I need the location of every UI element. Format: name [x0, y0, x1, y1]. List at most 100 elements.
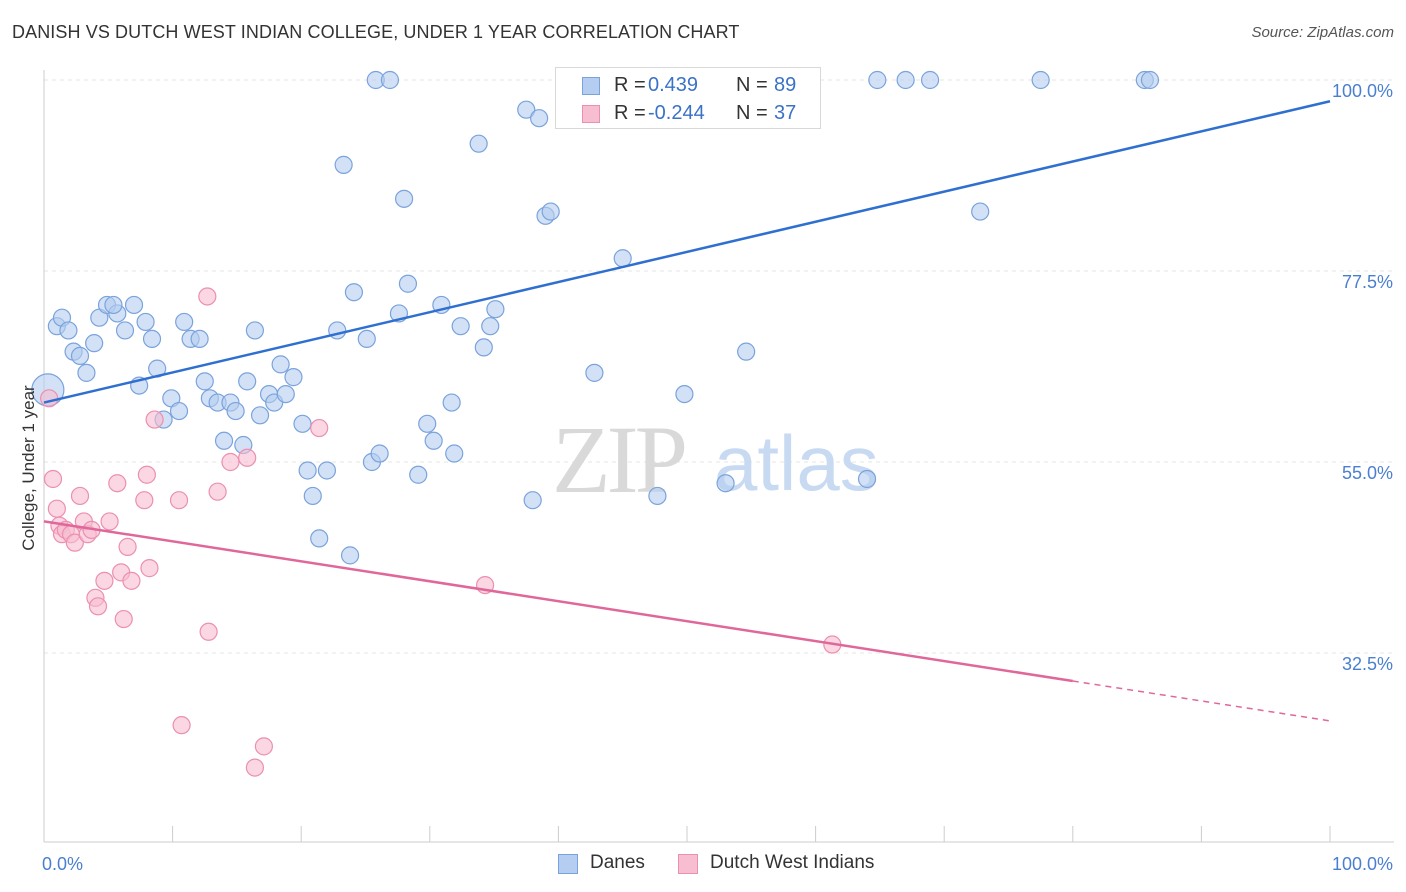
- x-tick-label-1: 100.0%: [1332, 854, 1393, 874]
- n-label: N =: [736, 74, 768, 96]
- source-label: Source: ZipAtlas.com: [1251, 24, 1394, 41]
- danes-point: [737, 342, 756, 361]
- danes-point: [523, 491, 542, 510]
- dwi-swatch: [582, 105, 600, 123]
- gridlines: [44, 79, 1394, 654]
- n-label: N =: [736, 102, 768, 124]
- danes-point: [648, 486, 667, 506]
- y-tick-label-1: 55.0%: [1342, 463, 1393, 483]
- dwi-point: [172, 716, 191, 735]
- danes-point: [238, 372, 257, 391]
- danes-point: [104, 295, 123, 315]
- danes-point: [469, 134, 488, 153]
- danes-points: [31, 70, 1160, 565]
- danes-point: [357, 329, 376, 349]
- danes-point: [481, 317, 500, 336]
- danes-point: [530, 109, 549, 128]
- danes-point: [451, 317, 470, 336]
- danes-point: [442, 393, 461, 412]
- danes-point: [317, 461, 337, 480]
- danes-point: [585, 363, 604, 382]
- tick-labels: 32.5% 55.0% 77.5% 100.0% 0.0% 100.0%: [42, 81, 1393, 874]
- danes-point: [340, 546, 360, 565]
- danes-point: [276, 384, 295, 404]
- danes-point: [195, 372, 214, 391]
- danes-point: [344, 283, 364, 302]
- dwi-point: [65, 533, 84, 552]
- danes-point: [857, 469, 877, 489]
- danes-r-value: 0.439: [648, 74, 699, 96]
- y-tick-label-0: 32.5%: [1342, 654, 1393, 674]
- danes-point: [445, 444, 464, 463]
- r-label: R =: [614, 102, 646, 124]
- danes-point: [920, 70, 940, 90]
- danes-point: [1140, 70, 1160, 90]
- danes-point: [486, 300, 505, 319]
- dwi-point: [221, 452, 240, 472]
- danes-point: [896, 70, 915, 90]
- y-axis-title: College, Under 1 year: [19, 385, 38, 551]
- danes-point: [1031, 70, 1050, 90]
- danes-point: [115, 321, 135, 340]
- danes-point: [284, 368, 303, 387]
- danes-point: [675, 384, 694, 404]
- danes-point: [190, 329, 209, 349]
- dwi-trend-line-extrapolated: [1072, 680, 1331, 722]
- dwi-point: [199, 622, 218, 641]
- dwi-r-value: -0.244: [648, 102, 705, 124]
- x-tick-label-0: 0.0%: [42, 854, 83, 874]
- danes-point: [124, 295, 144, 315]
- r-label: R =: [614, 74, 646, 96]
- danes-point: [971, 202, 990, 221]
- danes-point: [409, 465, 428, 484]
- dwi-legend-swatch: [678, 854, 698, 874]
- danes-n-value: 89: [774, 74, 797, 96]
- dwi-point: [122, 571, 141, 590]
- danes-point: [303, 486, 322, 506]
- danes-point: [59, 321, 78, 340]
- dwi-point: [145, 410, 164, 429]
- dwi-point: [137, 465, 156, 484]
- danes-point: [380, 70, 400, 90]
- danes-point: [214, 431, 234, 450]
- danes-point: [334, 155, 353, 174]
- dwi-point: [47, 499, 66, 518]
- danes-point: [226, 401, 245, 421]
- legend-row-danes: R = 0.439 N = 89: [556, 72, 820, 100]
- danes-point: [142, 329, 162, 349]
- danes-legend-label: Danes: [590, 852, 645, 873]
- danes-point: [310, 529, 329, 548]
- dwi-point: [310, 418, 329, 438]
- danes-point: [250, 406, 270, 425]
- dwi-point: [245, 758, 265, 777]
- danes-point: [169, 401, 189, 421]
- dwi-point: [114, 609, 133, 629]
- axes: [43, 70, 1394, 843]
- danes-point: [85, 334, 104, 353]
- dwi-point: [40, 389, 59, 408]
- dwi-point: [88, 597, 108, 616]
- danes-point: [70, 346, 90, 365]
- danes-point: [398, 274, 418, 293]
- danes-point: [175, 312, 194, 332]
- dwi-point: [95, 571, 114, 590]
- chart-title: DANISH VS DUTCH WEST INDIAN COLLEGE, UND…: [12, 22, 740, 42]
- dwi-point: [43, 469, 63, 489]
- danes-point: [370, 444, 389, 463]
- danes-point: [474, 338, 493, 357]
- danes-point: [245, 321, 265, 340]
- watermark-atlas: atlas: [714, 419, 879, 507]
- correlation-legend: R = 0.439 N = 89 R = -0.244 N = 37: [555, 67, 821, 129]
- dwi-point: [254, 737, 274, 756]
- y-tick-label-3: 100.0%: [1332, 81, 1393, 101]
- danes-point: [517, 100, 536, 119]
- danes-point: [136, 312, 155, 332]
- danes-point: [418, 414, 437, 433]
- legend-row-dutch-west-indians: R = -0.244 N = 37: [556, 100, 820, 128]
- dwi-point: [135, 491, 154, 510]
- danes-point: [293, 414, 312, 433]
- danes-point: [541, 202, 560, 221]
- dwi-point: [108, 474, 127, 493]
- dwi-point: [198, 287, 217, 306]
